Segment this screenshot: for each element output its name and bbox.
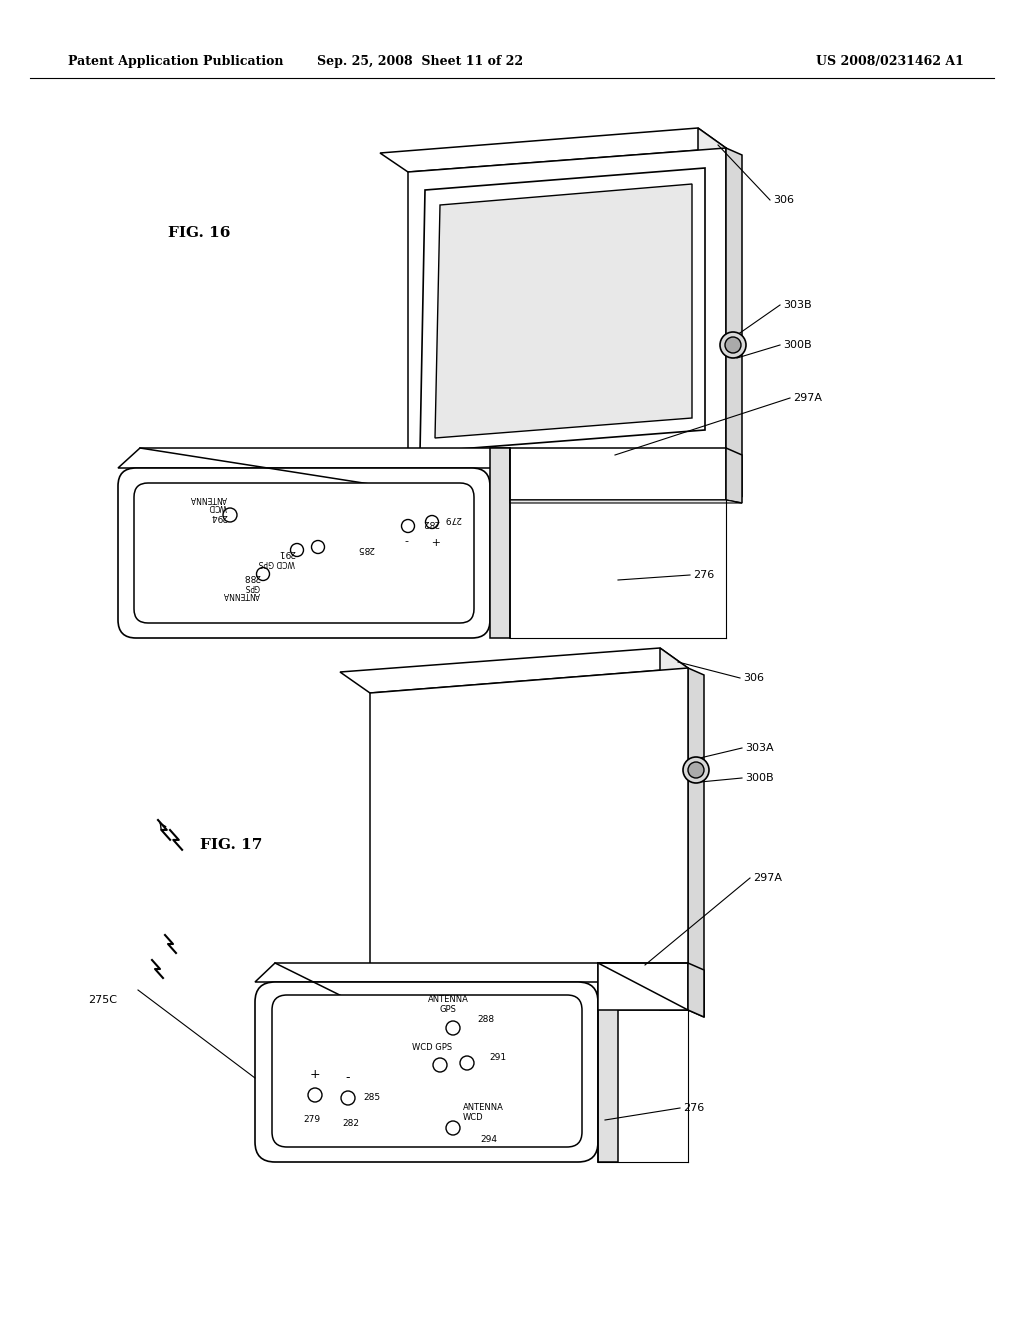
Text: 282: 282 bbox=[342, 1118, 359, 1127]
FancyBboxPatch shape bbox=[134, 483, 474, 623]
Text: 285: 285 bbox=[362, 1093, 380, 1102]
FancyBboxPatch shape bbox=[255, 982, 598, 1162]
Polygon shape bbox=[118, 447, 510, 469]
Text: Patent Application Publication: Patent Application Publication bbox=[68, 55, 284, 69]
Polygon shape bbox=[408, 148, 726, 490]
Text: 303A: 303A bbox=[745, 743, 773, 752]
Text: 276: 276 bbox=[693, 570, 715, 579]
Text: 279: 279 bbox=[444, 515, 461, 524]
Circle shape bbox=[256, 568, 269, 581]
Text: FIG. 17: FIG. 17 bbox=[200, 838, 262, 851]
Text: WCD: WCD bbox=[463, 1114, 483, 1122]
Text: 294: 294 bbox=[480, 1135, 497, 1144]
Text: ANTENNA: ANTENNA bbox=[189, 495, 227, 503]
Polygon shape bbox=[420, 168, 705, 451]
Polygon shape bbox=[380, 128, 726, 172]
Polygon shape bbox=[490, 447, 510, 638]
Text: GPS: GPS bbox=[439, 1006, 457, 1015]
Circle shape bbox=[446, 1020, 460, 1035]
Text: 291: 291 bbox=[278, 548, 295, 557]
Text: 303B: 303B bbox=[783, 300, 812, 310]
Circle shape bbox=[683, 756, 709, 783]
Circle shape bbox=[725, 337, 741, 352]
Circle shape bbox=[311, 540, 325, 553]
Polygon shape bbox=[340, 648, 688, 693]
Text: 288: 288 bbox=[477, 1015, 495, 1024]
Circle shape bbox=[426, 516, 438, 528]
Text: WCD GPS: WCD GPS bbox=[412, 1043, 452, 1052]
Text: -: - bbox=[346, 1072, 350, 1085]
Text: 297A: 297A bbox=[793, 393, 822, 403]
Text: 294: 294 bbox=[210, 512, 227, 521]
Polygon shape bbox=[726, 148, 742, 498]
Text: +: + bbox=[429, 535, 438, 545]
Text: 276: 276 bbox=[683, 1104, 705, 1113]
Text: ANTENNA: ANTENNA bbox=[223, 590, 260, 598]
Text: -: - bbox=[404, 535, 408, 545]
Text: 285: 285 bbox=[357, 544, 374, 553]
Circle shape bbox=[401, 520, 415, 532]
Text: 306: 306 bbox=[773, 195, 794, 205]
Polygon shape bbox=[370, 668, 688, 1010]
FancyBboxPatch shape bbox=[272, 995, 582, 1147]
Text: 275C: 275C bbox=[88, 995, 118, 1005]
Circle shape bbox=[341, 1092, 355, 1105]
Text: FIG. 16: FIG. 16 bbox=[168, 226, 230, 240]
Polygon shape bbox=[510, 500, 742, 503]
Circle shape bbox=[291, 544, 303, 557]
FancyBboxPatch shape bbox=[118, 469, 490, 638]
Polygon shape bbox=[688, 964, 705, 1016]
Text: 282: 282 bbox=[422, 517, 439, 527]
Polygon shape bbox=[688, 668, 705, 1016]
Circle shape bbox=[460, 1056, 474, 1071]
Text: GPS: GPS bbox=[245, 582, 260, 590]
Polygon shape bbox=[598, 964, 688, 1010]
Polygon shape bbox=[726, 447, 742, 503]
Text: 306: 306 bbox=[743, 673, 764, 682]
Text: WCD GPS: WCD GPS bbox=[259, 557, 295, 566]
Text: 300B: 300B bbox=[783, 341, 812, 350]
Text: +: + bbox=[309, 1068, 321, 1081]
Text: US 2008/0231462 A1: US 2008/0231462 A1 bbox=[816, 55, 964, 69]
Text: 297A: 297A bbox=[753, 873, 782, 883]
Polygon shape bbox=[698, 128, 726, 490]
Text: WCD: WCD bbox=[208, 503, 227, 511]
Text: Sep. 25, 2008  Sheet 11 of 22: Sep. 25, 2008 Sheet 11 of 22 bbox=[317, 55, 523, 69]
Text: 300B: 300B bbox=[745, 774, 773, 783]
Circle shape bbox=[446, 1121, 460, 1135]
Circle shape bbox=[720, 333, 746, 358]
Text: ANTENNA: ANTENNA bbox=[463, 1104, 504, 1113]
Polygon shape bbox=[660, 648, 688, 1010]
Circle shape bbox=[433, 1059, 447, 1072]
Text: 291: 291 bbox=[489, 1053, 506, 1063]
Text: ANTENNA: ANTENNA bbox=[428, 995, 468, 1005]
Text: 279: 279 bbox=[303, 1115, 321, 1125]
Circle shape bbox=[688, 762, 705, 777]
Polygon shape bbox=[435, 183, 692, 438]
Circle shape bbox=[223, 508, 237, 521]
Polygon shape bbox=[510, 447, 726, 500]
Text: 288: 288 bbox=[243, 572, 260, 581]
Circle shape bbox=[308, 1088, 322, 1102]
Polygon shape bbox=[255, 964, 618, 982]
Polygon shape bbox=[598, 964, 618, 1162]
